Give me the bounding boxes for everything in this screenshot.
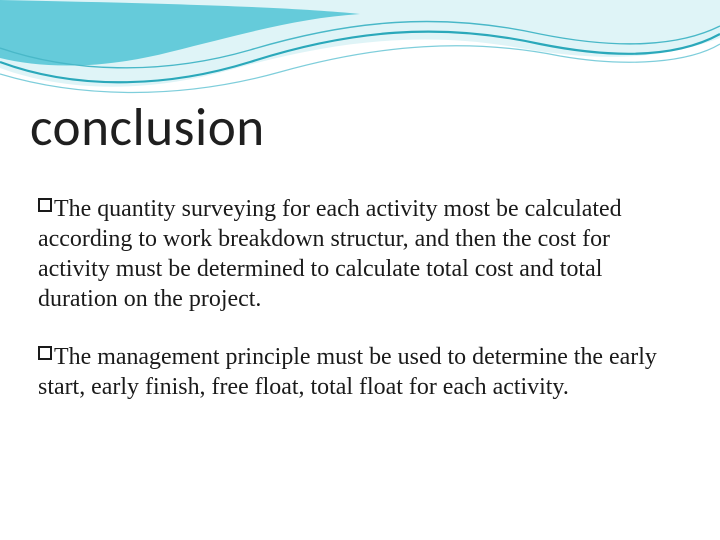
bullet-paragraph: The management principle must be used to… [38,343,678,403]
hollow-square-bullet-icon [38,198,52,212]
hollow-square-bullet-icon [38,346,52,360]
wave-header-decoration [0,0,720,110]
slide-title: conclusion [30,95,265,160]
bullet-paragraph: The quantity surveying for each activity… [38,195,678,315]
slide-body: The quantity surveying for each activity… [38,195,678,403]
paragraph-text: The quantity surveying for each activity… [38,196,622,312]
paragraph-text: The management principle must be used to… [38,344,657,400]
